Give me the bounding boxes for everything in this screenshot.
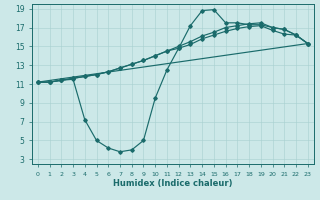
X-axis label: Humidex (Indice chaleur): Humidex (Indice chaleur)	[113, 179, 233, 188]
